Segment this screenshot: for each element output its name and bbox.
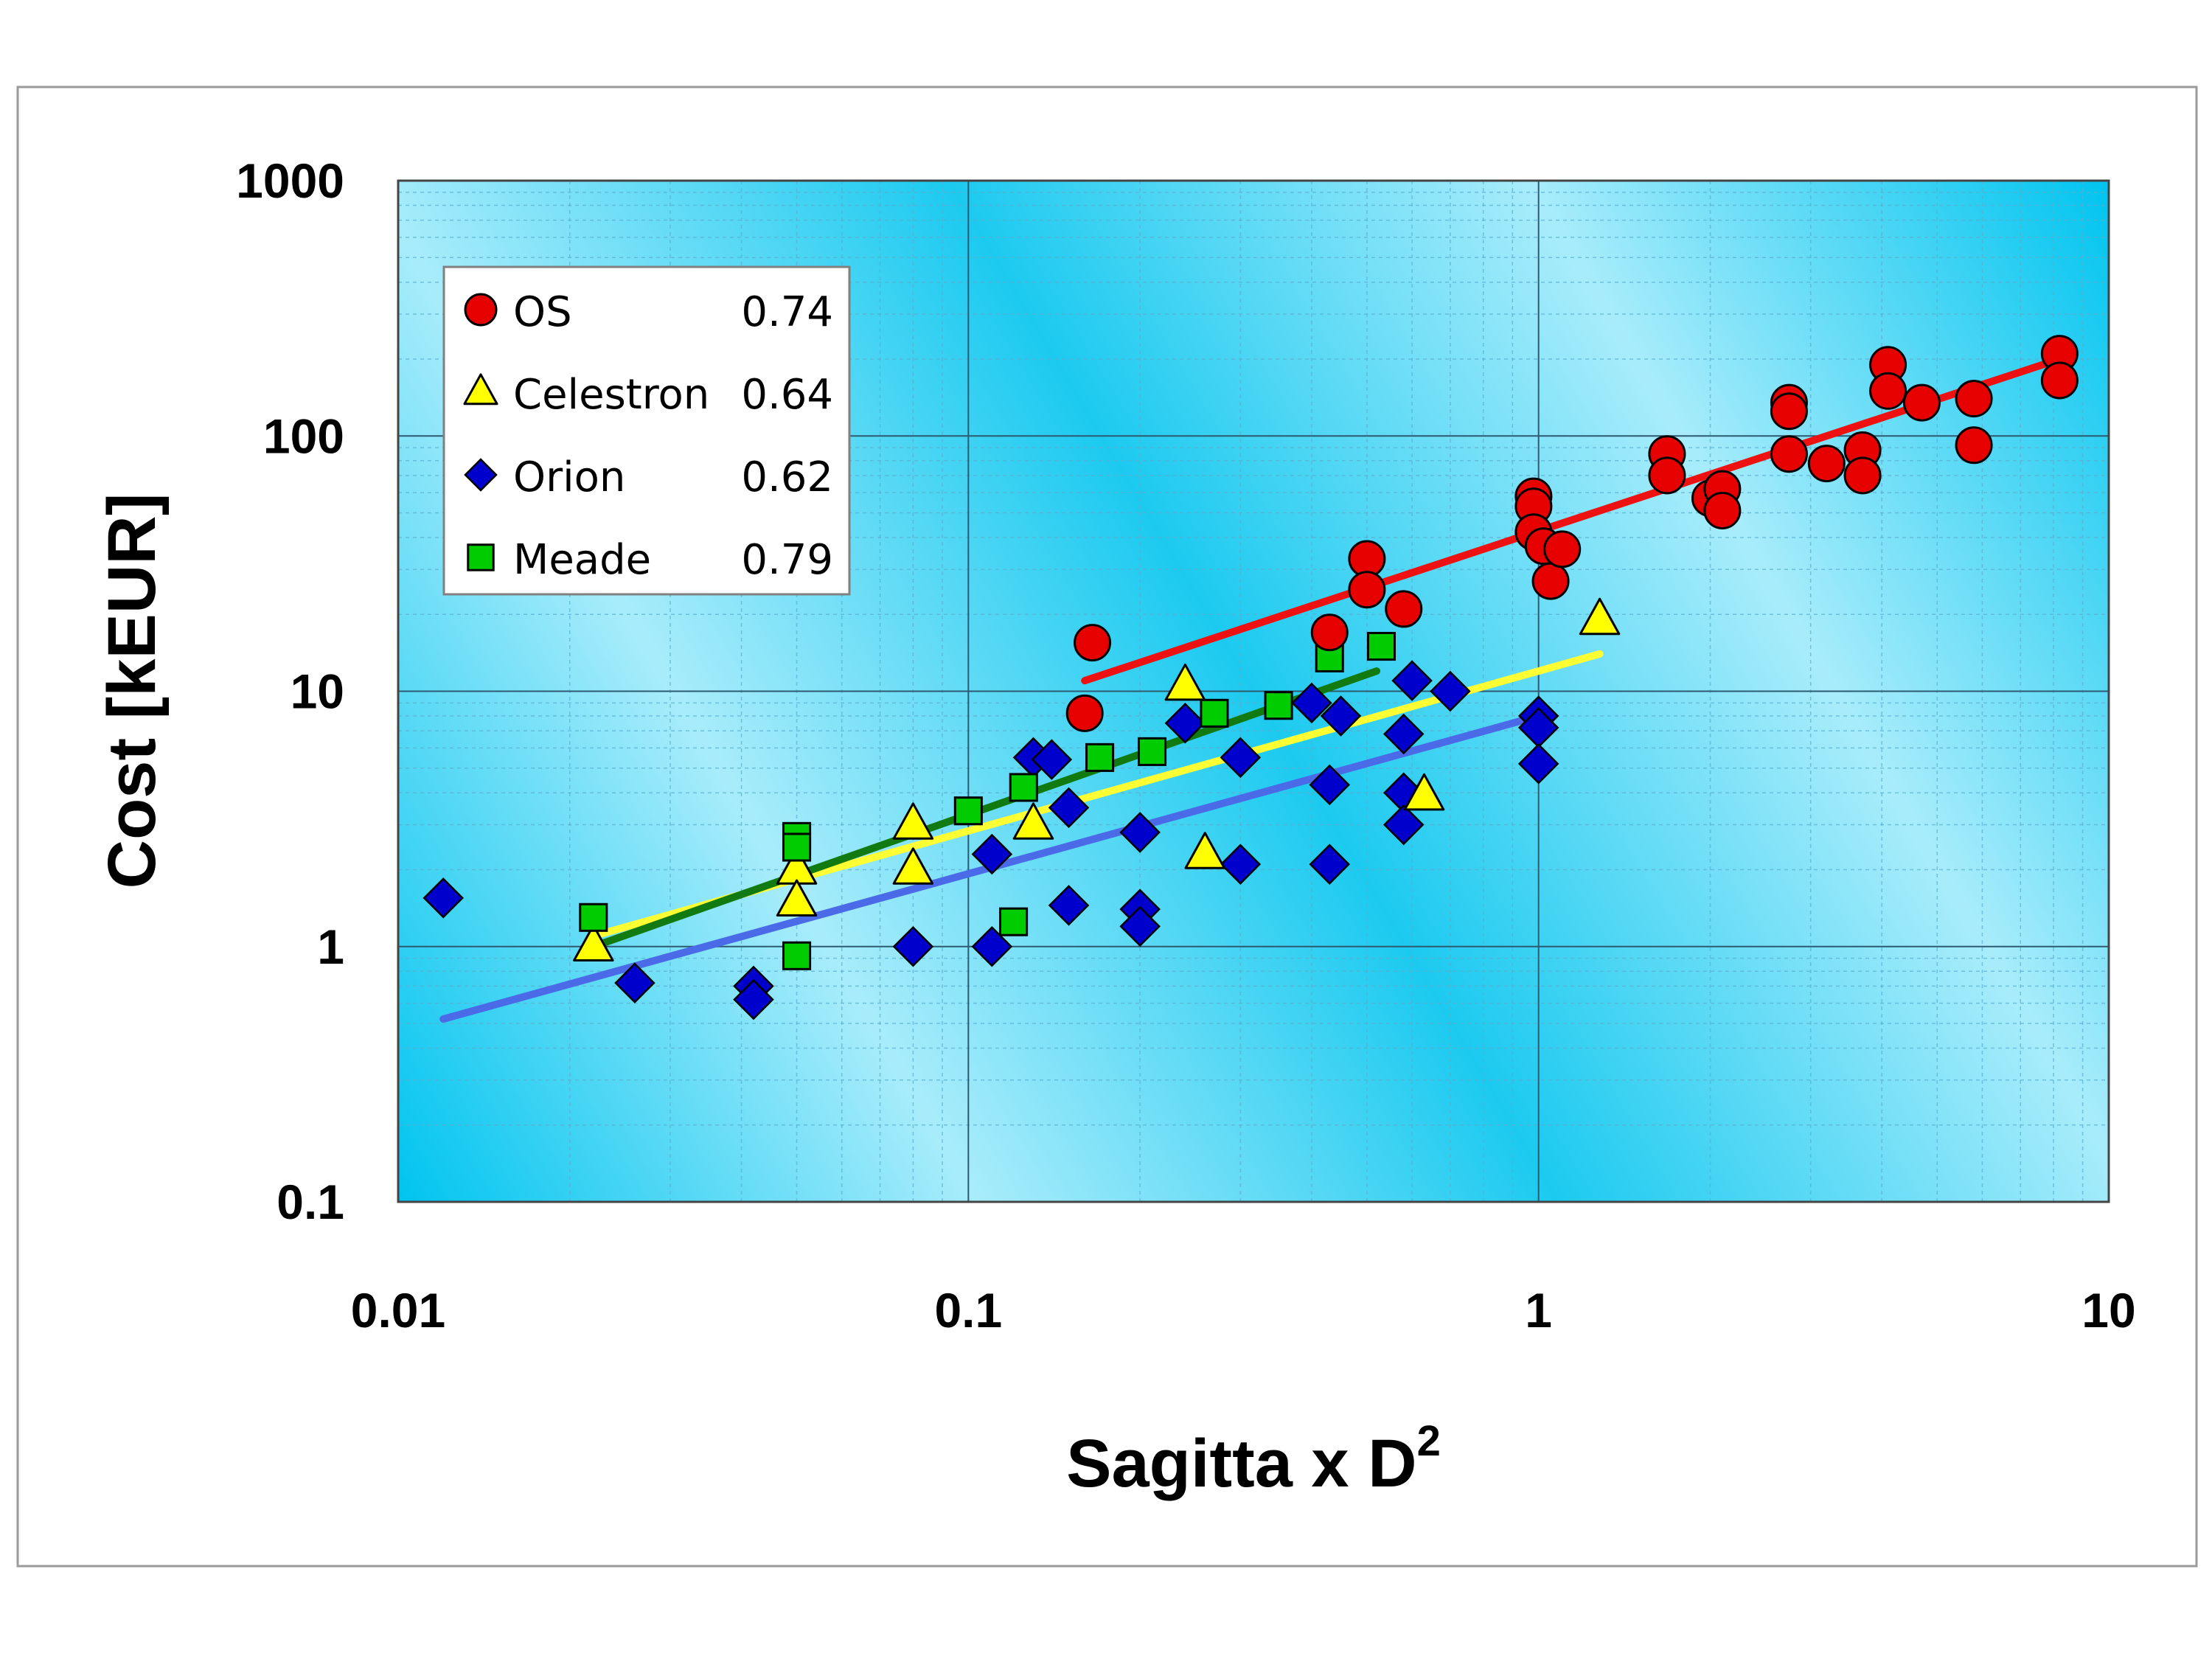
point-meade (1200, 698, 1229, 728)
point-celestron (1012, 802, 1054, 840)
data-markers (422, 335, 2079, 1020)
legend-value-os: 0.74 (741, 288, 833, 336)
point-meade (782, 832, 812, 862)
legend-label-meade: Meade (513, 536, 651, 584)
legend-label-celestron: Celestron (513, 371, 709, 419)
point-orion (971, 925, 1013, 967)
point-orion (1382, 804, 1425, 846)
point-orion (1382, 713, 1425, 755)
point-os (1770, 435, 1808, 473)
series-os (1065, 335, 2079, 732)
point-orion (1391, 660, 1433, 701)
x-axis-title: Sagitta x D2 (1066, 1417, 1441, 1501)
point-os (1869, 372, 1907, 410)
legend-value-celestron: 0.64 (741, 371, 833, 419)
point-os (1703, 492, 1742, 530)
point-celestron (1164, 663, 1206, 701)
point-celestron (1403, 773, 1445, 811)
y-tick-labels: 0.1 1 10 100 1000 (236, 153, 344, 1229)
point-os (1843, 456, 1882, 495)
point-orion (892, 925, 934, 967)
point-orion (1291, 682, 1332, 724)
x-tick-label: 0.01 (351, 1283, 445, 1338)
y-tick-label: 0.1 (276, 1175, 344, 1229)
point-celestron (776, 879, 818, 917)
legend: OS 0.74 Celestron 0.64 Orion 0.62 Meade 0.79 (442, 265, 851, 596)
point-os (1543, 530, 1582, 568)
point-os (1074, 624, 1112, 662)
point-meade (579, 902, 608, 932)
legend-marker-orion (464, 458, 498, 492)
point-orion (1119, 812, 1161, 853)
point-os (2040, 361, 2079, 400)
point-os (1807, 445, 1846, 483)
series-celestron (573, 597, 1621, 961)
point-meade (1009, 773, 1038, 802)
point-meade (953, 796, 983, 826)
point-orion (1048, 885, 1090, 926)
legend-label-orion: Orion (513, 453, 625, 501)
point-orion (733, 978, 774, 1020)
point-os (1385, 590, 1423, 628)
point-celestron (573, 924, 614, 961)
y-tick-label: 1000 (236, 153, 344, 208)
point-orion (1164, 702, 1206, 744)
series-orion (422, 660, 1559, 1020)
point-os (1348, 571, 1386, 609)
point-orion (614, 962, 655, 1004)
point-os (1955, 380, 1993, 418)
point-orion (1220, 737, 1262, 779)
x-axis-title-main: Sagitta x D (1066, 1426, 1416, 1501)
x-axis-title-superscript: 2 (1417, 1417, 1441, 1465)
point-meade (1264, 691, 1293, 720)
point-orion (422, 877, 465, 919)
point-os (1065, 694, 1104, 732)
point-meade (1137, 737, 1167, 766)
y-tick-label: 10 (291, 664, 344, 719)
point-orion (1048, 787, 1090, 829)
series-meade (579, 631, 1396, 970)
y-tick-label: 100 (263, 408, 344, 463)
point-orion (1430, 670, 1471, 712)
x-tick-label: 1 (1525, 1283, 1552, 1338)
point-orion (1220, 844, 1262, 885)
point-orion (1031, 739, 1073, 780)
point-orion (1119, 905, 1161, 947)
point-orion (1309, 764, 1350, 806)
point-orion (1309, 844, 1350, 885)
legend-marker-os (464, 293, 498, 327)
x-tick-labels: 0.01 0.1 1 10 (351, 1283, 2136, 1338)
legend-box (442, 265, 851, 596)
point-meade (782, 941, 812, 970)
point-celestron (892, 847, 934, 885)
fit-line-os (1081, 355, 2064, 685)
x-tick-label: 10 (2081, 1283, 2135, 1338)
legend-label-os: OS (513, 288, 572, 336)
plot-border (397, 179, 2110, 1203)
point-celestron (1184, 832, 1225, 869)
point-os (1770, 392, 1808, 431)
point-os (1531, 562, 1570, 600)
y-axis-title: Cost [kEUR] (94, 493, 170, 889)
x-tick-label: 0.1 (934, 1283, 1002, 1338)
point-os (1902, 383, 1941, 422)
legend-value-orion: 0.62 (741, 453, 833, 501)
point-orion (1517, 743, 1559, 785)
point-meade (999, 907, 1029, 936)
point-os (1310, 613, 1349, 652)
legend-value-meade: 0.79 (741, 536, 833, 584)
legend-marker-meade (467, 543, 495, 571)
point-meade (1085, 742, 1115, 772)
point-os (1648, 456, 1686, 495)
point-os (1955, 426, 1993, 465)
point-meade (1366, 631, 1396, 661)
point-celestron (892, 802, 934, 840)
point-orion (1320, 695, 1362, 737)
point-celestron (1579, 597, 1621, 636)
point-orion (971, 833, 1013, 875)
fit-line-meade (589, 667, 1381, 950)
y-tick-label: 1 (317, 919, 344, 974)
legend-marker-celestron (463, 373, 498, 406)
